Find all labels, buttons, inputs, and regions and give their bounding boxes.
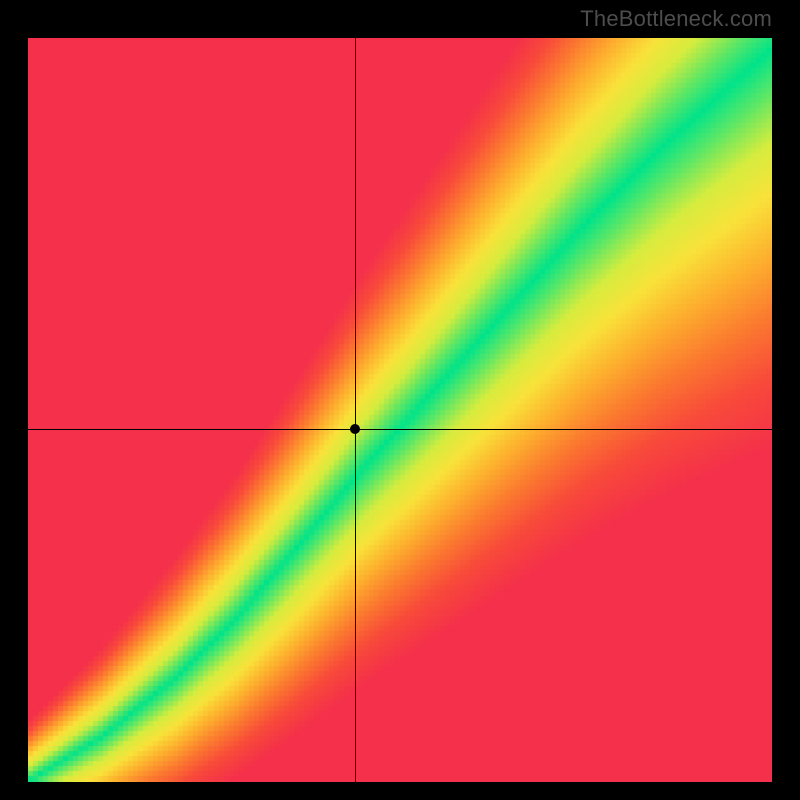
heatmap-canvas — [28, 38, 772, 782]
bottleneck-heatmap — [28, 38, 772, 782]
watermark-text: TheBottleneck.com — [580, 6, 772, 32]
page-container: TheBottleneck.com — [0, 0, 800, 800]
